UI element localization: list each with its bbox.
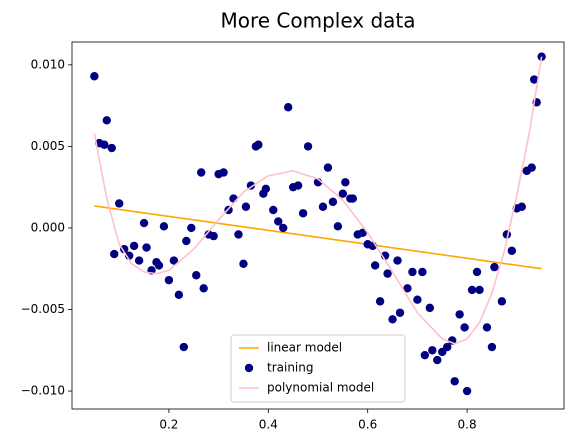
- x-tick-label: 0.8: [458, 418, 477, 432]
- point: [197, 168, 206, 177]
- point: [455, 310, 464, 319]
- plot-frame: [71, 41, 565, 410]
- point: [115, 199, 124, 208]
- point: [139, 218, 149, 228]
- point: [375, 297, 385, 306]
- point: [482, 323, 492, 332]
- point: [467, 285, 477, 295]
- point: [418, 267, 427, 277]
- point: [254, 140, 263, 149]
- point: [274, 217, 283, 226]
- point: [428, 346, 437, 355]
- legend-label: linear model: [267, 341, 342, 355]
- point: [174, 290, 184, 300]
- x-tick-label: 0.2: [159, 418, 178, 432]
- y-tick-label: 0.000: [31, 220, 65, 234]
- point: [472, 267, 482, 277]
- x-tick-label: 0.6: [358, 418, 377, 432]
- point: [388, 315, 397, 324]
- point: [425, 303, 435, 313]
- point: [443, 342, 452, 352]
- point: [450, 377, 459, 386]
- point: [348, 194, 357, 203]
- point: [529, 75, 539, 84]
- point: [497, 297, 507, 306]
- point: [358, 228, 367, 238]
- point: [323, 163, 333, 172]
- point: [90, 72, 99, 81]
- point: [179, 342, 189, 352]
- point: [303, 142, 313, 151]
- point: [110, 249, 119, 259]
- point: [328, 197, 338, 207]
- point: [393, 256, 402, 265]
- line: [94, 205, 542, 270]
- point: [460, 323, 469, 332]
- point: [507, 246, 517, 255]
- point: [239, 259, 248, 269]
- point: [241, 202, 251, 211]
- point: [487, 342, 497, 352]
- point: [462, 386, 472, 396]
- point: [219, 168, 228, 177]
- point: [229, 194, 238, 203]
- point: [420, 350, 430, 360]
- point: [269, 205, 278, 215]
- point: [333, 222, 343, 231]
- point: [107, 143, 116, 153]
- point: [169, 256, 179, 265]
- point: [182, 236, 191, 246]
- point: [199, 284, 208, 293]
- y-tick-label: 0.005: [31, 139, 65, 153]
- legend-marker: [244, 363, 254, 373]
- point: [403, 284, 412, 293]
- legend-label: training: [267, 361, 314, 375]
- point: [408, 267, 417, 277]
- point: [154, 261, 164, 270]
- point: [475, 285, 484, 295]
- point: [192, 271, 201, 280]
- point: [338, 189, 348, 198]
- legend-label: polynomial model: [267, 381, 374, 395]
- point: [261, 184, 271, 193]
- point: [119, 244, 129, 254]
- y-tick-label: 0.010: [31, 57, 65, 71]
- point: [517, 202, 526, 211]
- point: [234, 230, 243, 239]
- point: [142, 243, 151, 252]
- point: [370, 261, 380, 270]
- point: [164, 275, 174, 285]
- chart-title: More Complex data: [220, 9, 415, 33]
- point: [187, 223, 196, 233]
- point: [129, 241, 139, 251]
- y-tick-label: −0.005: [21, 302, 65, 316]
- point: [100, 140, 109, 149]
- point: [395, 308, 405, 317]
- point: [383, 269, 392, 278]
- point: [134, 256, 144, 265]
- y-tick-label: −0.010: [21, 384, 65, 398]
- point: [413, 295, 422, 304]
- point: [209, 231, 218, 241]
- point: [279, 223, 288, 233]
- point: [341, 178, 350, 187]
- point: [318, 202, 328, 211]
- point: [433, 355, 442, 365]
- point: [527, 163, 536, 172]
- point: [159, 222, 169, 231]
- point: [293, 181, 303, 190]
- line: [93, 56, 543, 345]
- legend-box: [230, 334, 406, 403]
- point: [298, 209, 308, 218]
- x-tick-label: 0.4: [259, 418, 278, 432]
- point: [102, 116, 111, 125]
- point: [283, 103, 293, 112]
- point: [490, 262, 499, 272]
